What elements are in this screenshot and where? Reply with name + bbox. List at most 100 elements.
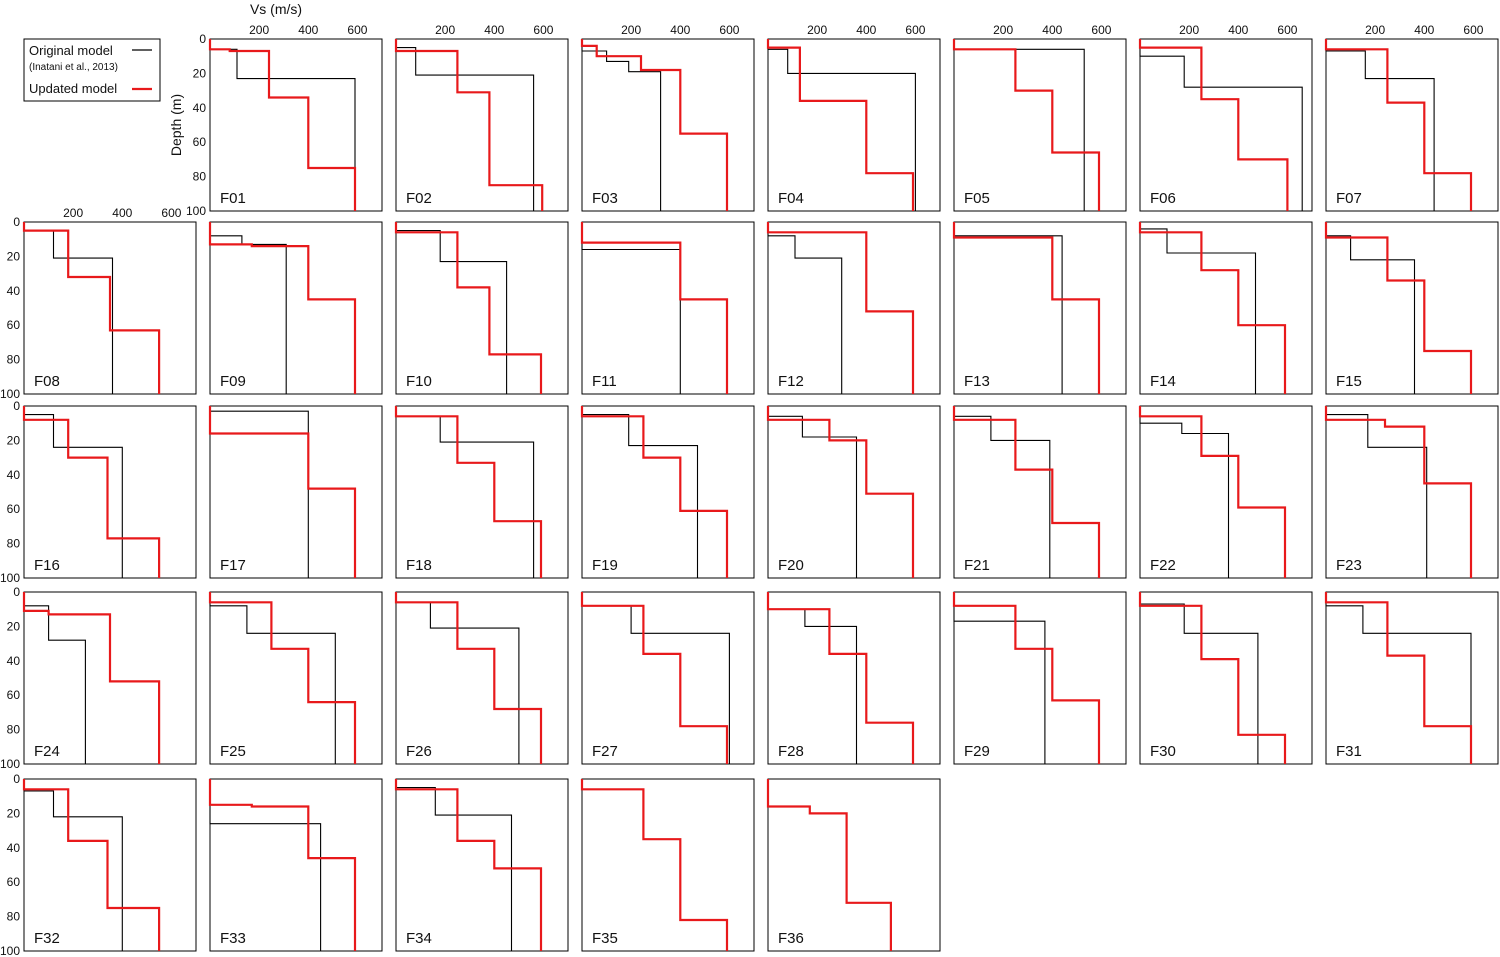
station-label: F07 <box>1336 190 1362 207</box>
station-label: F27 <box>592 743 618 760</box>
updated-model-line <box>394 592 543 764</box>
x-tick-label: 400 <box>670 23 690 37</box>
y-tick-label: 60 <box>7 318 21 332</box>
y-tick-label: 20 <box>7 249 21 263</box>
panel-frame <box>1139 591 1313 765</box>
station-label: F13 <box>964 373 990 390</box>
legend-updated-label: Updated model <box>29 81 117 96</box>
panel-f28: F28 <box>766 591 941 765</box>
x-axis-title: Vs (m/s) <box>250 1 302 17</box>
x-tick-label: 400 <box>1414 23 1434 37</box>
station-label: F17 <box>220 557 246 574</box>
station-label: F10 <box>406 373 432 390</box>
panel-f22: F22 <box>1138 405 1313 579</box>
panel-f08: F08 200 400 600 0 20 40 60 80 100 <box>0 206 197 401</box>
panel-f23: F23 <box>1324 405 1499 579</box>
updated-model-line <box>1324 406 1473 578</box>
panel-f02: F02 200 400 600 <box>394 23 569 212</box>
station-label: F26 <box>406 743 432 760</box>
updated-model-line <box>952 592 1101 764</box>
x-tick-label: 600 <box>905 23 925 37</box>
panel-frame <box>953 591 1127 765</box>
station-label: F20 <box>778 557 804 574</box>
y-tick-label: 20 <box>7 433 21 447</box>
updated-model-line <box>580 779 729 951</box>
legend: Original model (Inatani et al., 2013) Up… <box>23 38 161 102</box>
panel-f34: F34 <box>394 778 569 952</box>
panel-f27: F27 <box>580 591 755 765</box>
station-label: F11 <box>592 373 617 390</box>
x-tick-label: 600 <box>1277 23 1297 37</box>
panel-frame <box>1325 405 1499 579</box>
updated-model-line <box>208 406 357 578</box>
panel-f06: F06 200 400 600 <box>1138 23 1313 212</box>
original-model-line <box>581 39 662 211</box>
station-label: F22 <box>1150 557 1176 574</box>
panel-f35: F35 <box>580 778 755 952</box>
updated-model-line <box>766 39 915 211</box>
panel-f18: F18 <box>394 405 569 579</box>
y-tick-label: 0 <box>13 215 20 229</box>
panel-f31: F31 <box>1324 591 1499 765</box>
station-label: F09 <box>220 373 246 390</box>
y-tick-label: 0 <box>13 772 20 786</box>
x-tick-label: 600 <box>161 206 181 220</box>
panel-f32: F32 0 20 40 60 80 100 <box>0 772 197 957</box>
panel-f21: F21 <box>952 405 1127 579</box>
panel-frame <box>1139 38 1313 212</box>
panel-frame <box>581 778 755 952</box>
panel-f14: F14 <box>1138 221 1313 395</box>
updated-model-line <box>766 592 915 764</box>
updated-model-line <box>394 39 544 211</box>
panel-frame <box>209 221 383 395</box>
station-label: F12 <box>778 373 804 390</box>
station-label: F21 <box>964 557 990 574</box>
original-model-line <box>767 39 916 211</box>
updated-model-line <box>208 39 357 211</box>
updated-model-line <box>22 406 161 578</box>
panel-frame <box>953 405 1127 579</box>
legend-original-source: (Inatani et al., 2013) <box>29 62 118 73</box>
updated-model-line <box>22 592 161 764</box>
station-label: F36 <box>778 930 804 947</box>
station-label: F28 <box>778 743 804 760</box>
y-tick-label: 80 <box>7 723 21 737</box>
original-model-line <box>209 779 322 951</box>
panel-frame <box>209 38 383 212</box>
updated-model-line <box>766 779 893 951</box>
x-tick-label: 200 <box>249 23 269 37</box>
x-tick-label: 400 <box>856 23 876 37</box>
panel-f30: F30 <box>1138 591 1313 765</box>
y-tick-label: 40 <box>7 284 21 298</box>
panel-frame <box>209 778 383 952</box>
y-tick-label: 20 <box>193 66 207 80</box>
y-tick-label: 60 <box>7 875 21 889</box>
updated-model-line <box>394 222 543 394</box>
x-tick-label: 600 <box>347 23 367 37</box>
panel-f01: F01 200 400 600 0 20 40 60 80 100 <box>186 23 383 218</box>
panel-frame <box>209 405 383 579</box>
updated-model-line <box>22 222 161 394</box>
updated-model-line <box>208 222 357 394</box>
panel-frame <box>953 221 1127 395</box>
y-tick-label: 20 <box>7 619 21 633</box>
panel-frame <box>1139 221 1313 395</box>
y-tick-label: 80 <box>7 910 21 924</box>
station-label: F03 <box>592 190 618 207</box>
panel-f26: F26 <box>394 591 569 765</box>
panel-f10: F10 <box>394 221 569 395</box>
panel-frame <box>581 221 755 395</box>
x-tick-label: 200 <box>993 23 1013 37</box>
y-tick-label: 80 <box>7 537 21 551</box>
x-tick-label: 200 <box>435 23 455 37</box>
updated-model-line <box>766 222 915 394</box>
legend-original-label: Original model <box>29 43 113 58</box>
updated-model-line <box>1138 222 1287 394</box>
panel-frame <box>395 591 569 765</box>
panel-f33: F33 <box>208 778 383 952</box>
y-tick-label: 0 <box>13 399 20 413</box>
y-tick-label: 20 <box>7 806 21 820</box>
station-label: F34 <box>406 930 432 947</box>
y-tick-label: 0 <box>13 585 20 599</box>
